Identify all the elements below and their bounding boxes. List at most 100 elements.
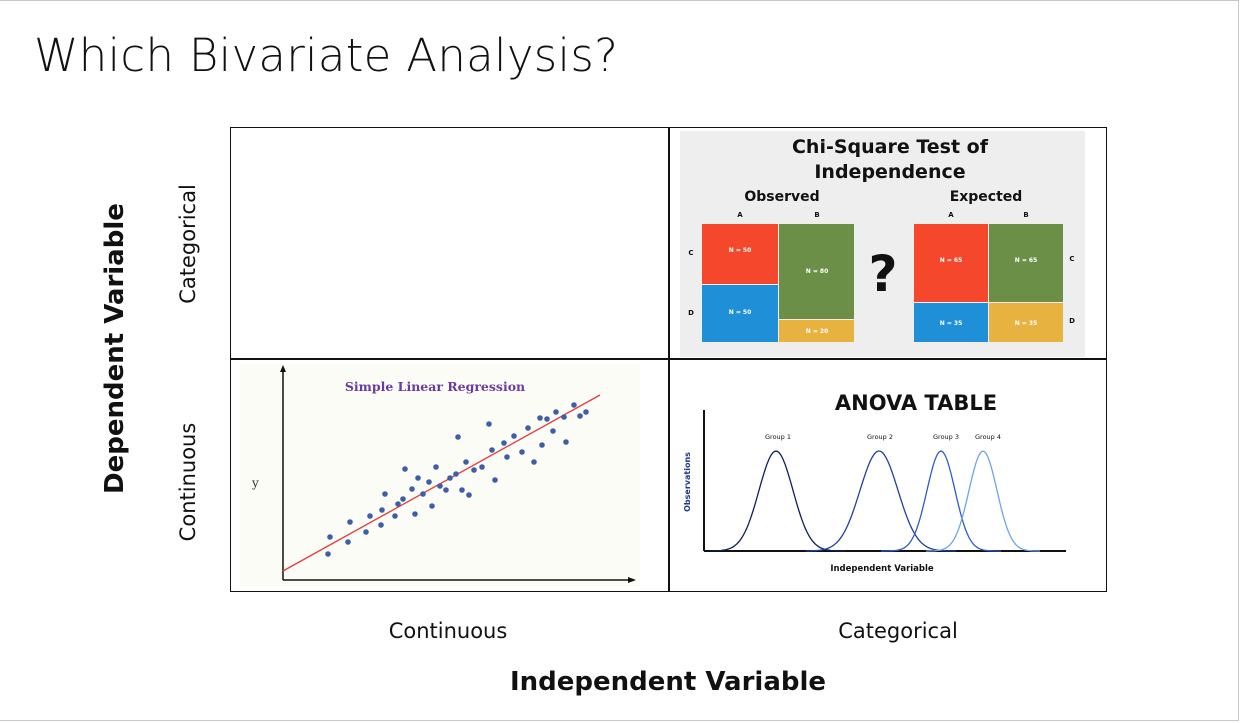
expected-label: Expected (950, 189, 1023, 205)
anova-curve-group-4 (926, 450, 1040, 552)
regression-point (577, 413, 583, 419)
regression-point (412, 511, 418, 517)
regression-point (553, 409, 559, 415)
dependent-variable-label: Dependent Variable (100, 203, 130, 494)
exp-cell-ac (914, 224, 988, 302)
y-axis-arrow (280, 365, 286, 372)
regression-point (561, 414, 567, 420)
regression-point (583, 409, 589, 415)
slide-title: Which Bivariate Analysis? (34, 29, 619, 82)
independent-variable-label: Independent Variable (509, 667, 827, 697)
obs-value-bc: N = 80 (806, 268, 829, 275)
anova-curve-group-3 (881, 450, 1001, 552)
regression-point (519, 449, 525, 455)
exp-cell-ad (914, 303, 988, 342)
regression-panel: Simple Linear Regression y (240, 364, 640, 586)
regression-point (550, 428, 556, 434)
exp-value-bd: N = 35 (1015, 320, 1038, 327)
regression-point (345, 539, 351, 545)
obs-value-bd: N = 20 (806, 328, 829, 335)
regression-point (378, 522, 384, 528)
regression-point (426, 479, 432, 485)
regression-point (453, 471, 459, 477)
regression-point (501, 440, 507, 446)
obs-value-ad: N = 50 (729, 309, 752, 316)
obs-row-label-d: D (688, 309, 694, 317)
regression-point (489, 447, 495, 453)
question-mark: ? (868, 245, 897, 303)
regression-point (466, 492, 472, 498)
x-axis-arrow (628, 577, 636, 583)
regression-point (537, 415, 543, 421)
grid-divider-horizontal (230, 358, 1107, 360)
regression-point (455, 434, 461, 440)
row-label-categorical: Categorical (176, 184, 200, 304)
chi-title-line2: Independence (814, 161, 965, 183)
regression-point (325, 551, 331, 557)
anova-background (676, 364, 1096, 586)
obs-cell-bd (779, 320, 854, 342)
obs-col-label-a: A (737, 211, 743, 219)
regression-line (282, 394, 601, 572)
chi-square-panel: Chi-Square Test of Independence Observed… (680, 131, 1085, 357)
regression-point (420, 491, 426, 497)
obs-cell-ac (702, 224, 778, 284)
regression-point (429, 503, 435, 509)
exp-value-ac: N = 65 (940, 257, 963, 264)
regression-point (544, 416, 550, 422)
regression-point (402, 466, 408, 472)
regression-title: Simple Linear Regression (345, 379, 525, 394)
regression-point (443, 487, 449, 493)
column-label-continuous: Continuous (388, 619, 508, 643)
exp-value-bc: N = 65 (1015, 257, 1038, 264)
exp-value-ad: N = 35 (940, 320, 963, 327)
regression-point (459, 487, 465, 493)
regression-point (392, 513, 398, 519)
anova-x-label: Independent Variable (830, 564, 934, 574)
anova-panel: ANOVA TABLE Observations Independent Var… (676, 364, 1096, 586)
chi-title-line1: Chi-Square Test of (792, 136, 989, 158)
regression-point (463, 459, 469, 465)
anova-group-label-1: Group 1 (765, 433, 791, 441)
anova-group-label-3: Group 3 (933, 433, 959, 441)
regression-point (367, 513, 373, 519)
obs-row-label-c: C (688, 249, 693, 257)
obs-cell-ad (702, 285, 778, 342)
exp-row-label-c: C (1069, 255, 1074, 263)
regression-points (325, 402, 589, 557)
regression-point (409, 486, 415, 492)
regression-point (433, 464, 439, 470)
regression-point (347, 519, 353, 525)
regression-point (471, 467, 477, 473)
exp-cell-bd (989, 303, 1063, 342)
regression-point (395, 501, 401, 507)
observed-label: Observed (744, 189, 819, 205)
regression-point (479, 464, 485, 470)
regression-point (571, 402, 577, 408)
regression-point (486, 421, 492, 427)
regression-point (363, 529, 369, 535)
obs-value-ac: N = 50 (729, 247, 752, 254)
anova-curve-group-1 (711, 450, 845, 552)
grid-divider-vertical (668, 127, 670, 592)
regression-point (415, 475, 421, 481)
regression-point (492, 477, 498, 483)
regression-y-label: y (251, 476, 259, 490)
regression-point (525, 425, 531, 431)
regression-point (327, 534, 333, 540)
regression-point (447, 475, 453, 481)
anova-y-label: Observations (683, 452, 692, 512)
column-label-categorical: Categorical (838, 619, 958, 643)
obs-col-label-b: B (814, 211, 819, 219)
regression-background (240, 364, 640, 586)
exp-col-label-b: B (1023, 211, 1028, 219)
anova-title: ANOVA TABLE (835, 391, 997, 415)
regression-point (539, 442, 545, 448)
regression-point (531, 459, 537, 465)
anova-group-label-4: Group 4 (975, 433, 1001, 441)
regression-point (504, 454, 510, 460)
exp-col-label-a: A (948, 211, 954, 219)
exp-row-label-d: D (1069, 317, 1075, 325)
regression-point (511, 433, 517, 439)
